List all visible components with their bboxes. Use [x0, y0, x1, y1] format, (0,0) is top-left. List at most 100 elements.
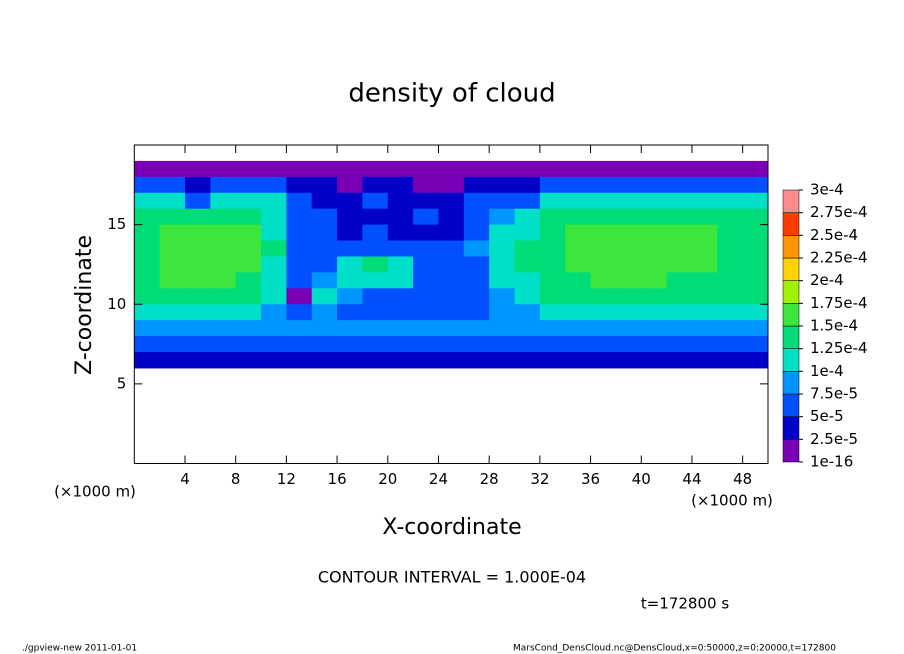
- x-tick-label: 48: [733, 470, 752, 488]
- cell: [691, 256, 718, 273]
- cell: [717, 352, 744, 369]
- cell: [641, 192, 668, 210]
- x-tick-label: 20: [378, 470, 397, 488]
- cell: [235, 352, 262, 369]
- cell: [565, 176, 592, 194]
- cell: [666, 224, 693, 242]
- cell: [261, 224, 287, 242]
- cell: [742, 320, 769, 337]
- cell: [565, 160, 592, 178]
- cell: [514, 176, 541, 194]
- cell: [261, 272, 287, 289]
- cell: [387, 160, 414, 178]
- cell: [413, 352, 439, 369]
- cell: [514, 208, 541, 226]
- cell: [742, 160, 769, 178]
- cell: [387, 176, 414, 194]
- cell: [311, 320, 338, 337]
- cell: [615, 336, 642, 353]
- cell: [438, 240, 465, 257]
- contour-note: CONTOUR INTERVAL = 1.000E-04: [318, 568, 586, 587]
- x-tick-label: 4: [180, 470, 190, 488]
- cell: [539, 224, 566, 242]
- cell: [489, 352, 516, 369]
- colorbar-box: [782, 325, 800, 349]
- cell: [742, 304, 769, 321]
- x-tick-label: 32: [530, 470, 549, 488]
- cell: [362, 176, 389, 194]
- x-tick-label: 8: [231, 470, 241, 488]
- cell: [184, 336, 211, 353]
- cell: [438, 352, 465, 369]
- cell: [337, 160, 363, 178]
- cell: [286, 224, 313, 242]
- cell: [615, 304, 642, 321]
- cell: [463, 160, 490, 178]
- cell: [590, 272, 617, 289]
- cell: [311, 240, 338, 257]
- cell: [210, 192, 237, 210]
- cell: [615, 256, 642, 273]
- cell: [311, 176, 338, 194]
- cell: [413, 288, 439, 305]
- cell: [413, 256, 439, 273]
- colorbar-label: 2.5e-4: [810, 226, 858, 244]
- cell: [311, 336, 338, 353]
- cell: [362, 160, 389, 178]
- cell: [717, 256, 744, 273]
- cell: [742, 288, 769, 305]
- cell: [463, 192, 490, 210]
- cell: [438, 288, 465, 305]
- cell: [615, 352, 642, 369]
- cell: [337, 224, 363, 242]
- time-note: t=172800 s: [641, 595, 729, 613]
- cell: [362, 320, 389, 337]
- cell: [261, 352, 287, 369]
- cell: [742, 240, 769, 257]
- colorbar-label: 1e-4: [810, 362, 844, 380]
- cell: [387, 288, 414, 305]
- cell: [742, 208, 769, 226]
- cell: [489, 224, 516, 242]
- cell: [210, 224, 237, 242]
- colorbar-label: 1.5e-4: [810, 317, 858, 335]
- colorbar-label: 3e-4: [810, 181, 844, 199]
- cell: [691, 304, 718, 321]
- colorbar-box: [782, 371, 800, 395]
- cell: [615, 192, 642, 210]
- cell: [261, 288, 287, 305]
- cell: [666, 320, 693, 337]
- cell: [666, 336, 693, 353]
- cell: [590, 192, 617, 210]
- cell: [387, 256, 414, 273]
- cell: [641, 224, 668, 242]
- cell: [514, 304, 541, 321]
- cell: [387, 224, 414, 242]
- y-tick-label: 5: [117, 374, 127, 392]
- cell: [210, 304, 237, 321]
- cell: [210, 336, 237, 353]
- cell: [590, 288, 617, 305]
- cell: [539, 256, 566, 273]
- cell: [134, 176, 161, 194]
- cell: [565, 352, 592, 369]
- cell: [615, 208, 642, 226]
- cell: [337, 256, 363, 273]
- cell: [387, 192, 414, 210]
- cell: [413, 240, 439, 257]
- cell: [362, 208, 389, 226]
- cell: [387, 336, 414, 353]
- cell: [362, 352, 389, 369]
- cell: [184, 160, 211, 178]
- x-axis-label: X-coordinate: [382, 515, 521, 540]
- cell: [159, 240, 186, 257]
- cell: [565, 256, 592, 273]
- cell: [514, 288, 541, 305]
- cell: [590, 256, 617, 273]
- cell: [261, 192, 287, 210]
- colorbar-box: [782, 439, 800, 463]
- cell: [590, 160, 617, 178]
- cell: [615, 272, 642, 289]
- cell: [742, 176, 769, 194]
